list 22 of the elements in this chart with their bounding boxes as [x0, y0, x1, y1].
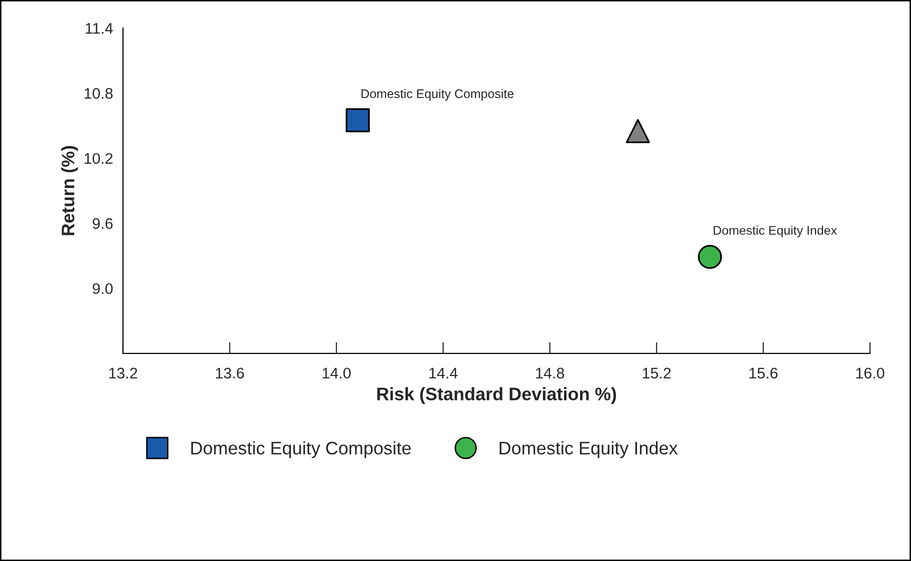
- x-tick-label: 13.6: [216, 368, 244, 379]
- y-axis-title: Return (%): [61, 146, 78, 236]
- y-tick-label: 9.0: [92, 283, 113, 294]
- x-tick-label: 14.4: [429, 368, 458, 378]
- point: [346, 108, 370, 132]
- legend-label: Domestic Equity Index: [500, 441, 678, 458]
- y-tick-label: 10.8: [84, 88, 113, 99]
- x-axis-title: Risk (Standard Deviation %): [377, 387, 616, 404]
- x-tick-label: 15.2: [642, 368, 671, 379]
- x-tick-label: 14.0: [322, 368, 351, 379]
- point: [698, 244, 722, 269]
- annotation: Domestic Equity Composite: [362, 88, 514, 101]
- point: [626, 119, 650, 144]
- y-tick-label: 11.4: [86, 23, 113, 34]
- legend-label: Domestic Equity Composite: [191, 441, 411, 458]
- x-tick-label: 15.6: [750, 368, 778, 379]
- y-tick-label: 10.2: [84, 153, 112, 164]
- x-tick-label: 16.0: [856, 368, 884, 379]
- x-tick-label: 14.8: [536, 368, 564, 379]
- x-tick-label: 13.2: [109, 368, 138, 379]
- y-tick-label: 9.6: [92, 218, 113, 229]
- annotation: Domestic Equity Index: [714, 226, 837, 238]
